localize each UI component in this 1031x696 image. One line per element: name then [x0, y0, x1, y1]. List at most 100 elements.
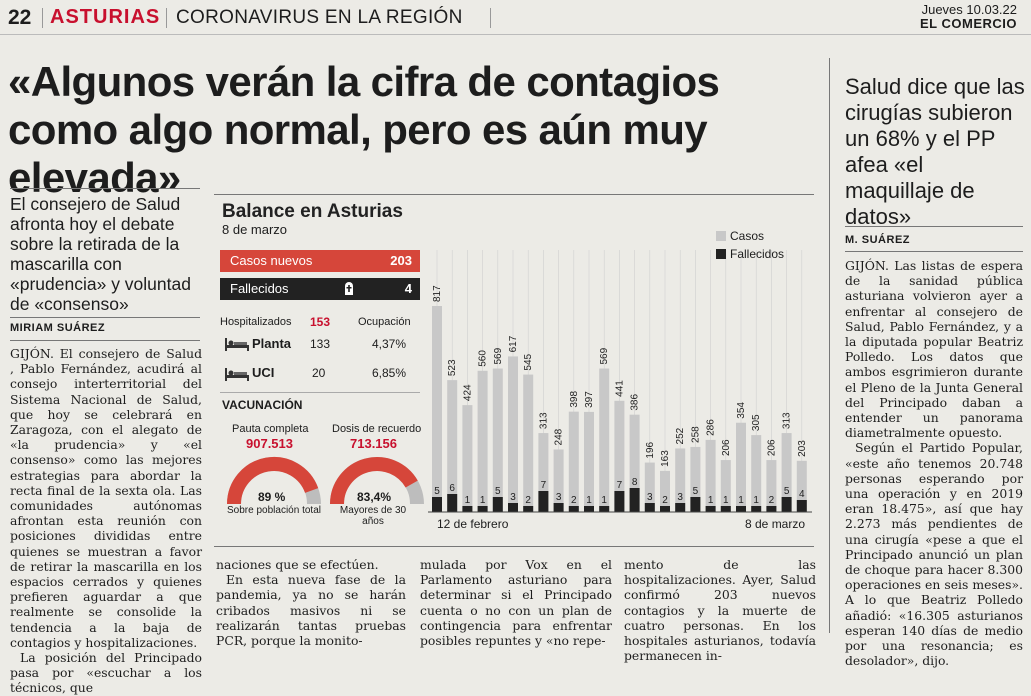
- fallecidos-value-label: 3: [677, 492, 683, 503]
- pauta-label: Pauta completa: [232, 423, 309, 435]
- infographic-date: 8 de marzo: [222, 222, 288, 237]
- fallecidos-value-label: 2: [662, 495, 668, 506]
- tombstone-icon: [342, 281, 356, 296]
- x-axis-start-label: 12 de febrero: [437, 517, 509, 531]
- casos-bar: [705, 439, 716, 512]
- casos-value-label: 398: [569, 391, 580, 408]
- casos-bar: [432, 306, 442, 512]
- casos-bar: [462, 405, 473, 512]
- body-paragraph: En esta nueva fase de la pandemia, ya no…: [216, 572, 406, 649]
- pauta-percent: 89 %: [258, 490, 286, 504]
- fallecidos-value-label: 2: [571, 495, 577, 506]
- fallecidos-value-label: 5: [495, 486, 501, 497]
- uci-label: UCI: [252, 365, 275, 380]
- ocupacion-label: Ocupación: [358, 316, 411, 328]
- fallecidos-value-label: 1: [723, 495, 729, 506]
- section-label: ASTURIAS: [50, 6, 161, 28]
- fallecidos-bar: [538, 491, 549, 512]
- issue-date: Jueves 10.03.22: [921, 2, 1017, 17]
- fallecidos-value-label: 5: [693, 486, 699, 497]
- article-column-4: mento de las hospitalizaciones. Ayer, Sa…: [624, 557, 816, 663]
- casos-bar: [736, 422, 746, 512]
- dosis-gauge: [330, 457, 424, 505]
- fallecidos-bar: [523, 506, 534, 512]
- casos-bar: [553, 449, 564, 512]
- casos-bar: [523, 374, 534, 512]
- sidebar-paragraph: GIJÓN. Las listas de espera de la sanida…: [845, 258, 1023, 441]
- hospitalizados-label: Hospitalizados: [220, 316, 292, 328]
- casos-value-label: 196: [645, 441, 656, 458]
- fallecidos-bar: [644, 503, 655, 512]
- casos-value-label: 386: [630, 394, 641, 411]
- pauta-gauge-fill: [227, 457, 319, 505]
- casos-value-label: 258: [690, 426, 701, 443]
- dosis-label: Dosis de recuerdo: [332, 423, 422, 435]
- uci-occupancy: 6,85%: [372, 366, 407, 380]
- fallecidos-value-label: 2: [525, 495, 531, 506]
- article-column-2: naciones que se efectúen. En esta nueva …: [216, 557, 406, 648]
- subsection-label: CORONAVIRUS EN LA REGIÓN: [176, 7, 463, 28]
- header-rule: [0, 34, 1031, 35]
- fallecidos-value-label: 1: [708, 495, 714, 506]
- fallecidos-bar: [796, 500, 807, 512]
- casos-value-label: 397: [584, 391, 595, 408]
- casos-value-label: 203: [797, 440, 808, 457]
- legend-swatch-fallecidos: [716, 249, 726, 259]
- casos-bar: [447, 380, 458, 512]
- casos-bar: [781, 433, 792, 512]
- newspaper-name: EL COMERCIO: [920, 16, 1017, 31]
- sidebar-author: M. SUÁREZ: [845, 234, 910, 246]
- fallecidos-bar: [736, 506, 746, 512]
- lead-rule: [10, 188, 200, 189]
- fallecidos-value-label: 1: [586, 495, 592, 506]
- uci-value: 20: [312, 366, 326, 380]
- fallecidos-bar: [462, 506, 473, 512]
- lead-text: El consejero de Salud afronta hoy el deb…: [10, 194, 191, 314]
- fallecidos-bar: [432, 497, 442, 512]
- casos-value-label: 313: [782, 412, 793, 429]
- pauta-gauge: [227, 457, 321, 505]
- body-paragraph: La posición del Principado pasa por «esc…: [10, 650, 202, 696]
- main-headline: «Algunos verán la cifra de contagios com…: [8, 58, 720, 201]
- casos-value-label: 206: [721, 439, 732, 456]
- dosis-percent: 83,4%: [357, 490, 392, 504]
- sidebar-paragraph: Según el Partido Popular, «este año tene…: [845, 440, 1023, 669]
- casos-bar: [690, 446, 701, 512]
- header-divider: [42, 8, 43, 28]
- fallecidos-value-label: 2: [769, 495, 775, 506]
- casos-bar: [477, 370, 488, 512]
- fallecidos-value-label: 3: [510, 492, 516, 503]
- dosis-gauge-fill: [330, 457, 418, 505]
- casos-bar: [766, 460, 777, 512]
- fallecidos-bar: [720, 506, 731, 512]
- author-rule: [10, 317, 200, 318]
- casos-bar: [599, 368, 610, 512]
- casos-value-label: 569: [599, 347, 610, 364]
- fallecidos-bar: [447, 494, 458, 512]
- vaccination-rule: [220, 392, 420, 393]
- casos-label: Casos nuevos: [230, 253, 313, 268]
- casos-bar: [508, 356, 518, 512]
- casos-value-label: 305: [751, 414, 762, 431]
- infographic-rule: [214, 194, 814, 195]
- bed-icon: [224, 336, 250, 352]
- casos-bar: [675, 448, 686, 512]
- casos-value-label: 441: [614, 380, 625, 397]
- legend-label-casos: Casos: [730, 229, 765, 243]
- fallecidos-bar: [675, 503, 686, 512]
- fallecidos-value-label: 3: [556, 492, 562, 503]
- author-byline: MIRIAM SUÁREZ: [10, 322, 106, 334]
- fallecidos-box: Fallecidos 4: [220, 278, 420, 300]
- fallecidos-bar: [492, 497, 503, 512]
- casos-value-label: 523: [447, 359, 458, 376]
- fallecidos-value-label: 7: [617, 480, 623, 491]
- infographic-title: Balance en Asturias: [222, 201, 403, 222]
- sidebar-rule: [845, 251, 1023, 252]
- fallecidos-value-label: 8: [632, 477, 638, 488]
- casos-bar: [538, 433, 549, 512]
- author-rule: [10, 340, 200, 341]
- pauta-value: 907.513: [246, 436, 293, 451]
- fallecidos-value-label: 1: [465, 495, 471, 506]
- sidebar-body: GIJÓN. Las listas de espera de la sanida…: [845, 258, 1023, 668]
- header-divider: [166, 8, 167, 28]
